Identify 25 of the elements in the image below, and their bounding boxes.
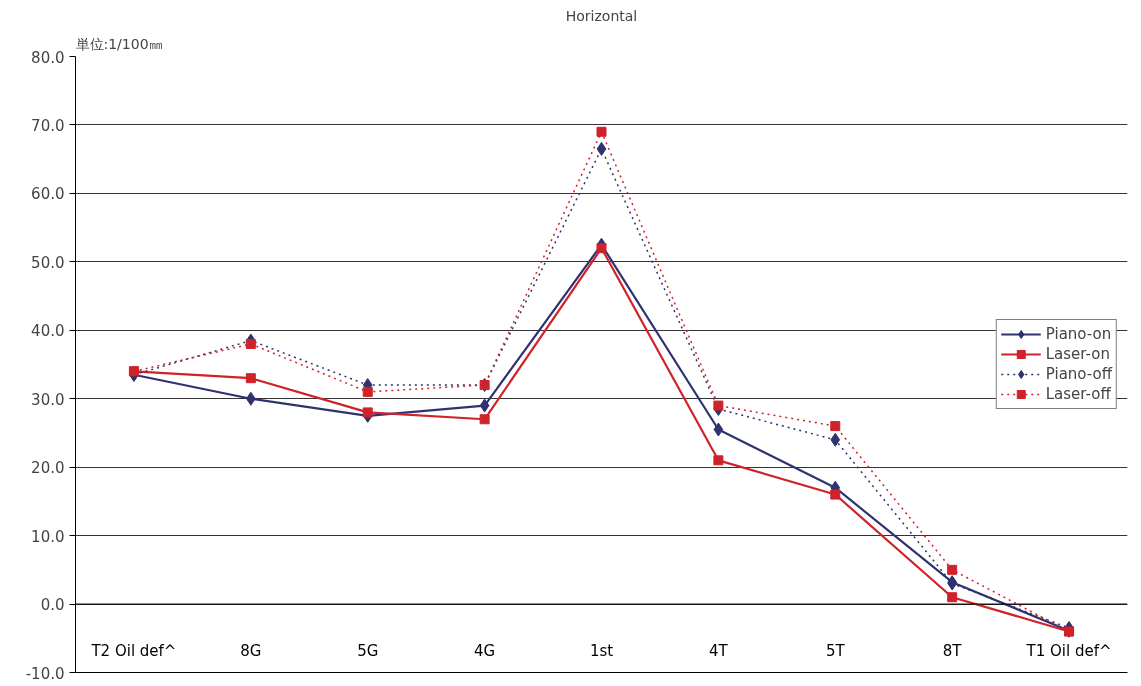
y-tick-label: 30.0 [31, 390, 65, 409]
text: 単位:1/100㎜ [75, 35, 163, 52]
y-tick-label: 20.0 [31, 459, 65, 478]
legend-label: Laser-off [1045, 385, 1111, 403]
y-tick-label: 0.0 [40, 596, 65, 615]
x-tick-label: 4T [709, 642, 729, 661]
x-tick-label: 5G [357, 642, 379, 661]
y-tick-label: 40.0 [31, 322, 65, 341]
chart-title: Horizontal [565, 7, 638, 24]
y-tick-label: 80.0 [31, 48, 65, 67]
x-tick-label: 8T [942, 642, 963, 661]
y-tick-label: 10.0 [31, 527, 65, 546]
y-tick-label: 60.0 [31, 185, 65, 204]
x-tick-label: T2 Oil def^ [90, 642, 177, 661]
y-tick-label: 50.0 [31, 253, 65, 272]
y-tick-label: 70.0 [31, 116, 65, 135]
x-tick-label: 4G [474, 642, 496, 661]
x-tick-label: T1 Oil def^ [1025, 642, 1112, 661]
x-tick-label: 5T [825, 642, 846, 661]
y-tick-label: -10.0 [25, 664, 65, 683]
x-tick-label: 8G [240, 642, 262, 661]
legend-label: Laser-on [1045, 345, 1110, 363]
legend-label: Piano-off [1045, 365, 1112, 383]
x-tick-label: 1st [589, 642, 614, 661]
legend-label: Piano-on [1045, 325, 1112, 343]
